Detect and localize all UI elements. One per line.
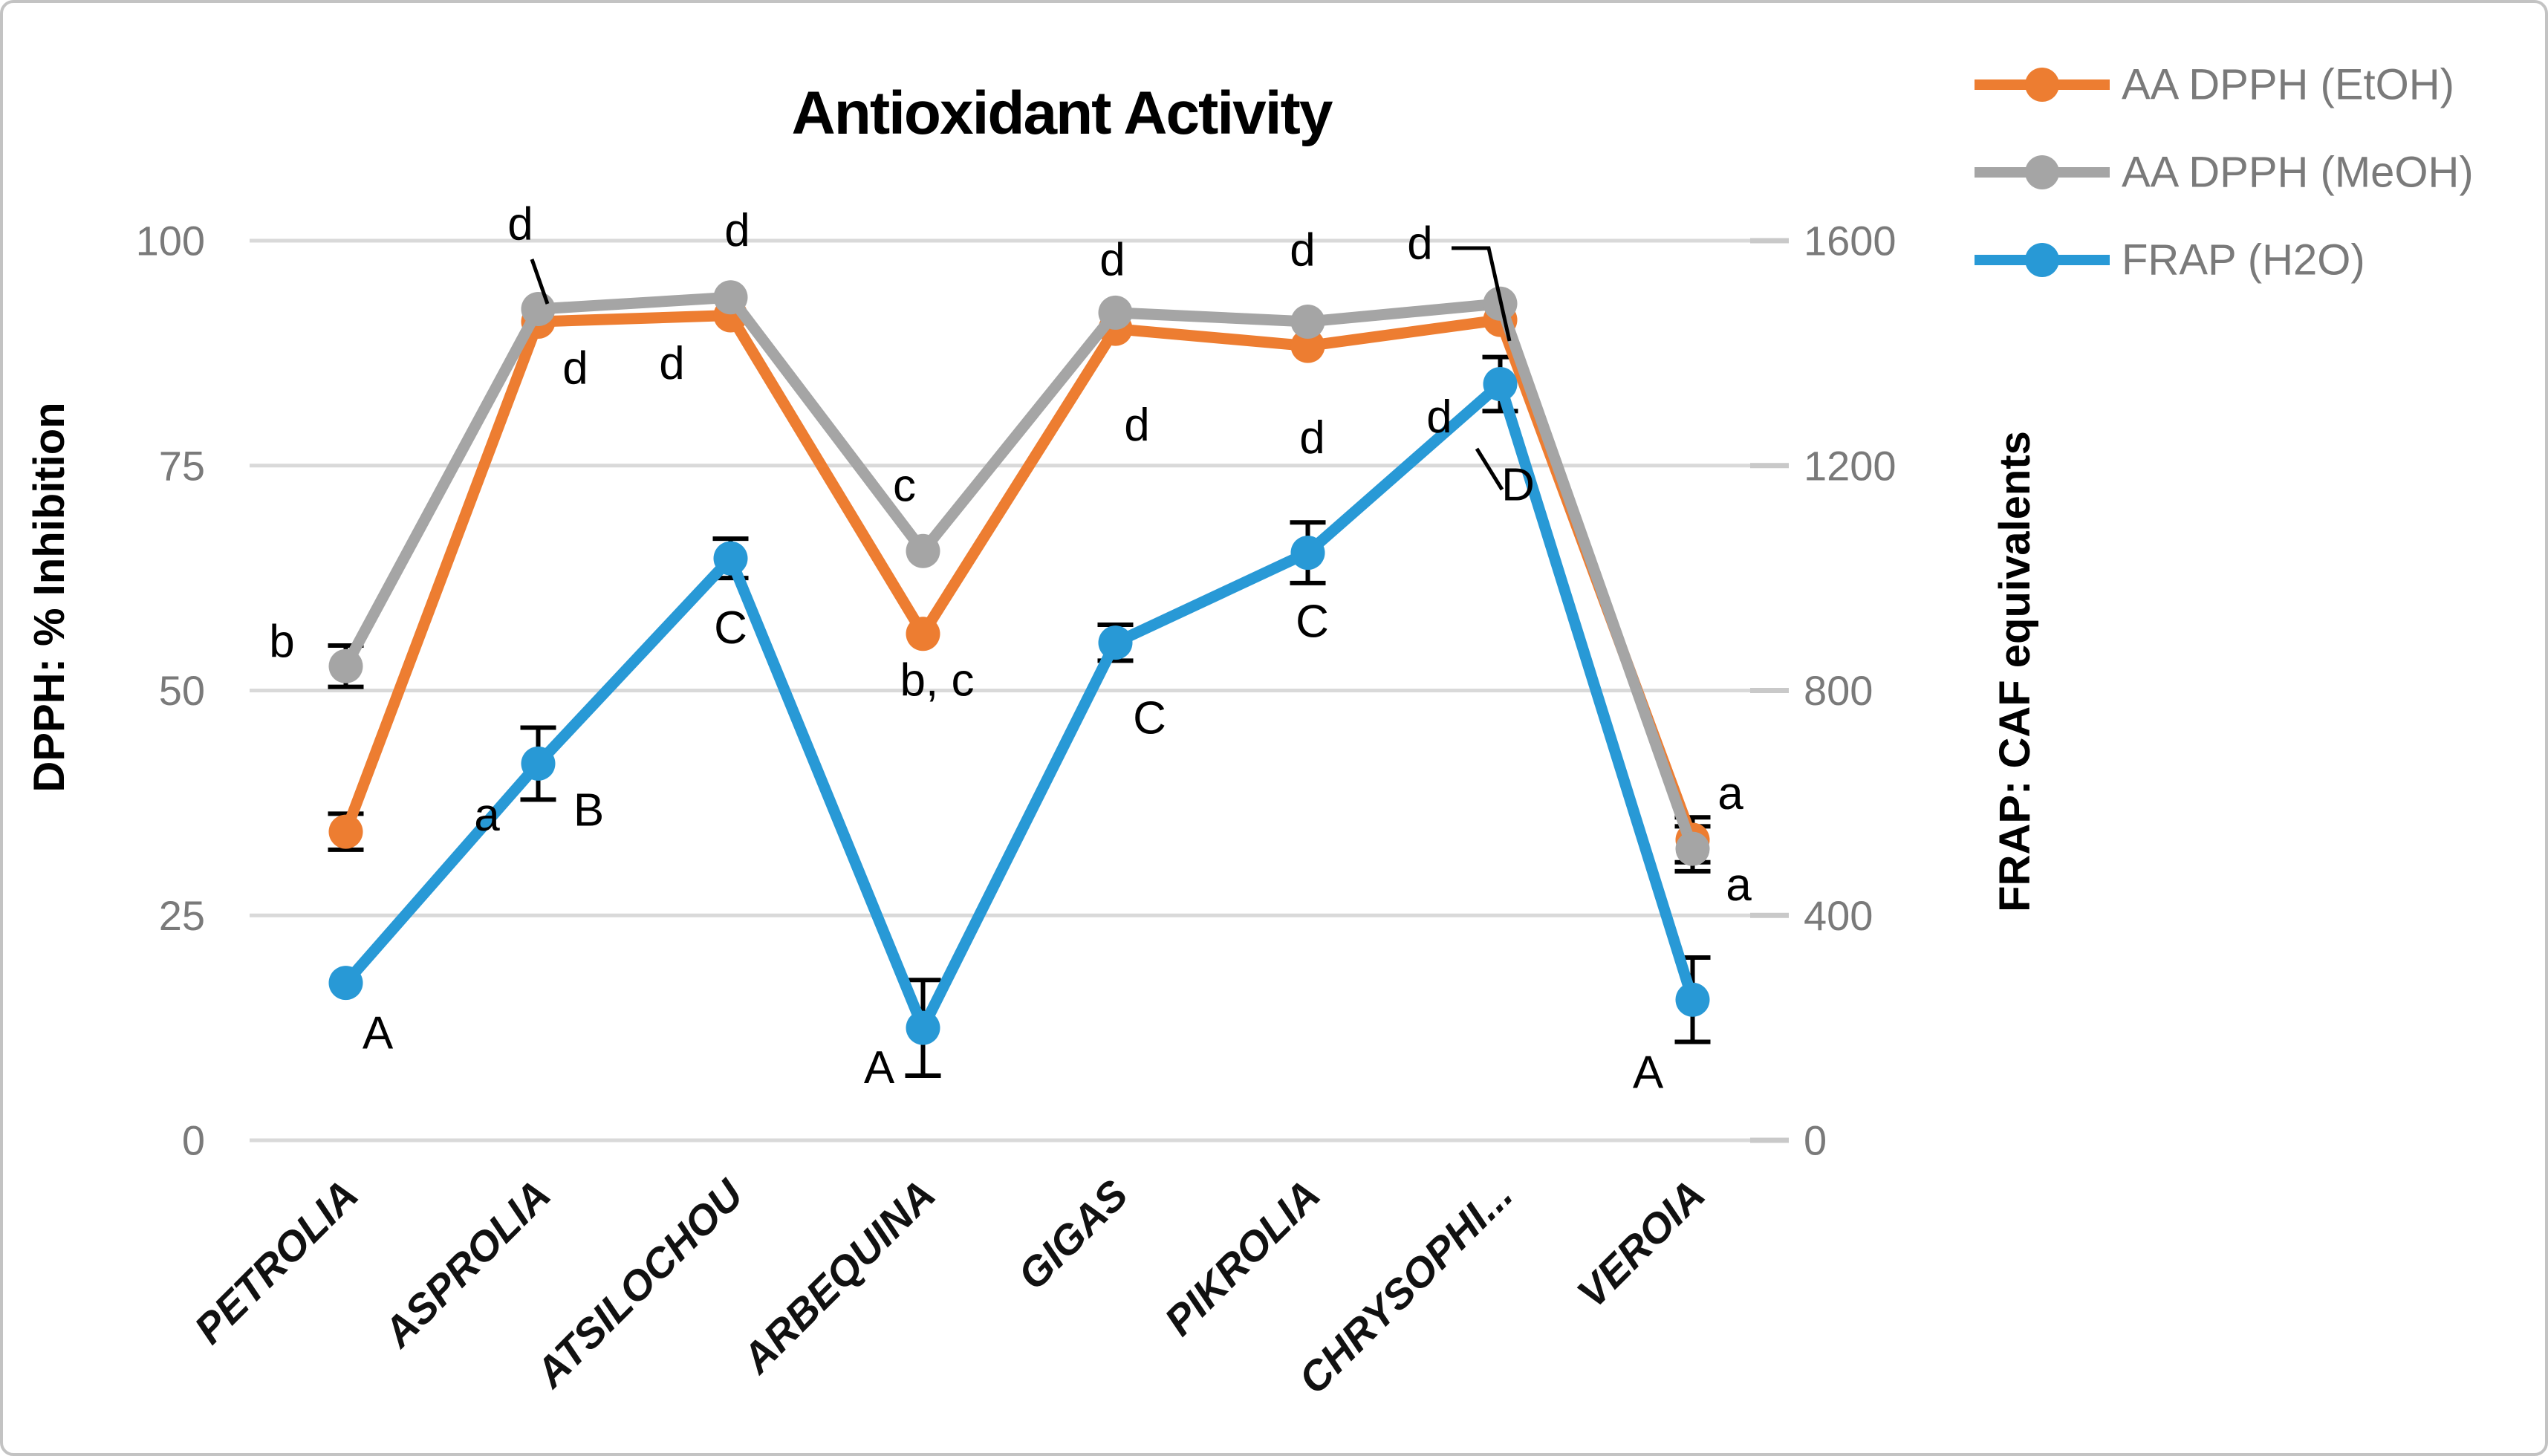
significance-letter: d (1099, 234, 1125, 285)
left-tick-label: 25 (159, 892, 205, 939)
annotation-layer: a d d b, c d d d a b d d c d d d a A B C A C C D A (269, 199, 1752, 1099)
x-category-label: PETROLIA (185, 1171, 367, 1353)
significance-letter: B (573, 784, 604, 836)
significance-letter: a (1726, 859, 1752, 911)
significance-letter: b (269, 616, 294, 667)
series-line-aa-dpph-meoh (340, 291, 1698, 855)
significance-letter: A (864, 1042, 895, 1093)
point-marker-aa-dpph-meoh (906, 533, 940, 568)
point-marker-frap-h2o (521, 746, 556, 781)
point-marker-aa-dpph-meoh (1675, 831, 1710, 866)
x-category-label: ARBEQUINA (732, 1171, 944, 1383)
right-tick-label: 1200 (1804, 442, 1897, 489)
x-category-label: ASPROLIA (373, 1171, 559, 1357)
right-tick-label: 0 (1804, 1117, 1827, 1164)
point-marker-aa-dpph-meoh (328, 649, 363, 683)
significance-letter: D (1501, 460, 1535, 511)
left-tick-label: 50 (159, 667, 205, 714)
left-tick-label: 0 (182, 1117, 205, 1164)
significance-letter: A (363, 1008, 394, 1059)
point-marker-aa-dpph-meoh (713, 280, 748, 315)
point-marker-aa-dpph-meoh (1098, 295, 1133, 330)
significance-letter: A (1633, 1047, 1664, 1098)
grid-layer (250, 238, 1789, 1143)
point-marker-frap-h2o (1675, 982, 1710, 1017)
significance-letter: d (1426, 391, 1452, 443)
left-tick-label: 75 (159, 442, 205, 489)
significance-letter: d (1290, 224, 1315, 276)
point-marker-frap-h2o (713, 541, 748, 576)
significance-letter: C (714, 602, 747, 654)
x-category-label: VEROIA (1568, 1171, 1714, 1316)
significance-letter: d (562, 342, 588, 394)
legend-marker-dot (2025, 243, 2059, 277)
legend-marker-dot (2025, 68, 2059, 102)
series-line-frap-h2o (340, 378, 1698, 1034)
significance-letter: c (893, 460, 916, 511)
x-category-label: ATSILOCHOU (525, 1170, 753, 1397)
legend: AA DPPH (EtOH) AA DPPH (MeOH) FRAP (H2O) (1975, 61, 2474, 285)
significance-letter: a (474, 790, 500, 841)
point-marker-aa-dpph-meoh (521, 292, 556, 327)
chart-title: Antioxidant Activity (792, 79, 1333, 147)
significance-letter: d (1124, 400, 1149, 451)
point-marker-aa-dpph-etoh (328, 814, 363, 849)
point-marker-frap-h2o (1098, 625, 1133, 660)
right-tick-label: 1600 (1804, 218, 1897, 264)
legend-item-label: AA DPPH (EtOH) (2122, 61, 2454, 109)
data-layer (328, 280, 1711, 1078)
significance-letter: d (507, 199, 533, 250)
right-axis-title: FRAP: CAF equivalents (1991, 431, 2039, 912)
significance-letter: C (1296, 597, 1329, 648)
point-marker-frap-h2o (906, 1010, 940, 1045)
significance-letter: d (659, 338, 684, 389)
right-tick-label: 800 (1804, 667, 1873, 714)
significance-letter: d (1407, 218, 1432, 269)
label-leader-line (530, 259, 550, 305)
label-leader-line (1452, 246, 1512, 342)
series-line-aa-dpph-etoh (340, 310, 1698, 846)
right-tick-label: 400 (1804, 892, 1873, 939)
point-marker-aa-dpph-etoh (906, 617, 940, 651)
legend-item-label: AA DPPH (MeOH) (2122, 149, 2474, 197)
x-category-label: PIKROLIA (1155, 1171, 1329, 1345)
significance-letter: b, c (900, 655, 975, 706)
significance-letter: d (1299, 412, 1325, 464)
left-tick-label: 100 (136, 218, 205, 264)
point-marker-aa-dpph-etoh (1290, 328, 1325, 363)
antioxidant-activity-chart: a d d b, c d d d a b d d c d d d a A B C A C C D A 0 0 25 400 50 800… (25, 61, 2474, 1403)
significance-letter: a (1717, 768, 1743, 819)
legend-marker-dot (2025, 155, 2059, 189)
label-leader-line (1475, 447, 1504, 491)
left-axis-title: DPPH: % Inhibition (25, 402, 74, 792)
point-marker-frap-h2o (1483, 367, 1518, 402)
legend-item-aa-dpph-etoh: AA DPPH (EtOH) (1975, 61, 2454, 109)
significance-letter: d (724, 205, 750, 256)
point-marker-frap-h2o (1290, 536, 1325, 571)
point-marker-frap-h2o (328, 966, 363, 1001)
legend-item-aa-dpph-meoh: AA DPPH (MeOH) (1975, 149, 2474, 197)
legend-item-label: FRAP (H2O) (2122, 236, 2365, 285)
point-marker-aa-dpph-meoh (1290, 304, 1325, 339)
significance-letter: C (1133, 693, 1166, 744)
x-category-label: GIGAS (1009, 1171, 1137, 1299)
legend-item-frap-h2o: FRAP (H2O) (1975, 236, 2365, 285)
